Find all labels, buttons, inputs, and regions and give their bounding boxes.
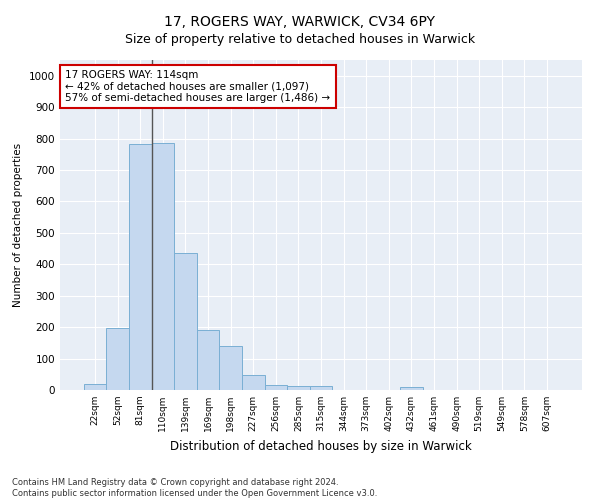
Bar — [265, 386, 287, 390]
Bar — [129, 144, 152, 390]
Y-axis label: Number of detached properties: Number of detached properties — [13, 143, 23, 307]
Bar — [287, 386, 310, 390]
Bar — [174, 252, 197, 390]
Bar — [400, 387, 422, 390]
Bar — [106, 328, 129, 390]
Bar — [220, 346, 242, 390]
Bar — [152, 142, 174, 390]
Bar — [197, 330, 220, 390]
Bar — [84, 384, 106, 390]
Text: 17 ROGERS WAY: 114sqm
← 42% of detached houses are smaller (1,097)
57% of semi-d: 17 ROGERS WAY: 114sqm ← 42% of detached … — [65, 70, 331, 103]
X-axis label: Distribution of detached houses by size in Warwick: Distribution of detached houses by size … — [170, 440, 472, 452]
Text: 17, ROGERS WAY, WARWICK, CV34 6PY: 17, ROGERS WAY, WARWICK, CV34 6PY — [164, 15, 436, 29]
Bar — [242, 374, 265, 390]
Text: Contains HM Land Registry data © Crown copyright and database right 2024.
Contai: Contains HM Land Registry data © Crown c… — [12, 478, 377, 498]
Text: Size of property relative to detached houses in Warwick: Size of property relative to detached ho… — [125, 32, 475, 46]
Bar — [310, 386, 332, 390]
